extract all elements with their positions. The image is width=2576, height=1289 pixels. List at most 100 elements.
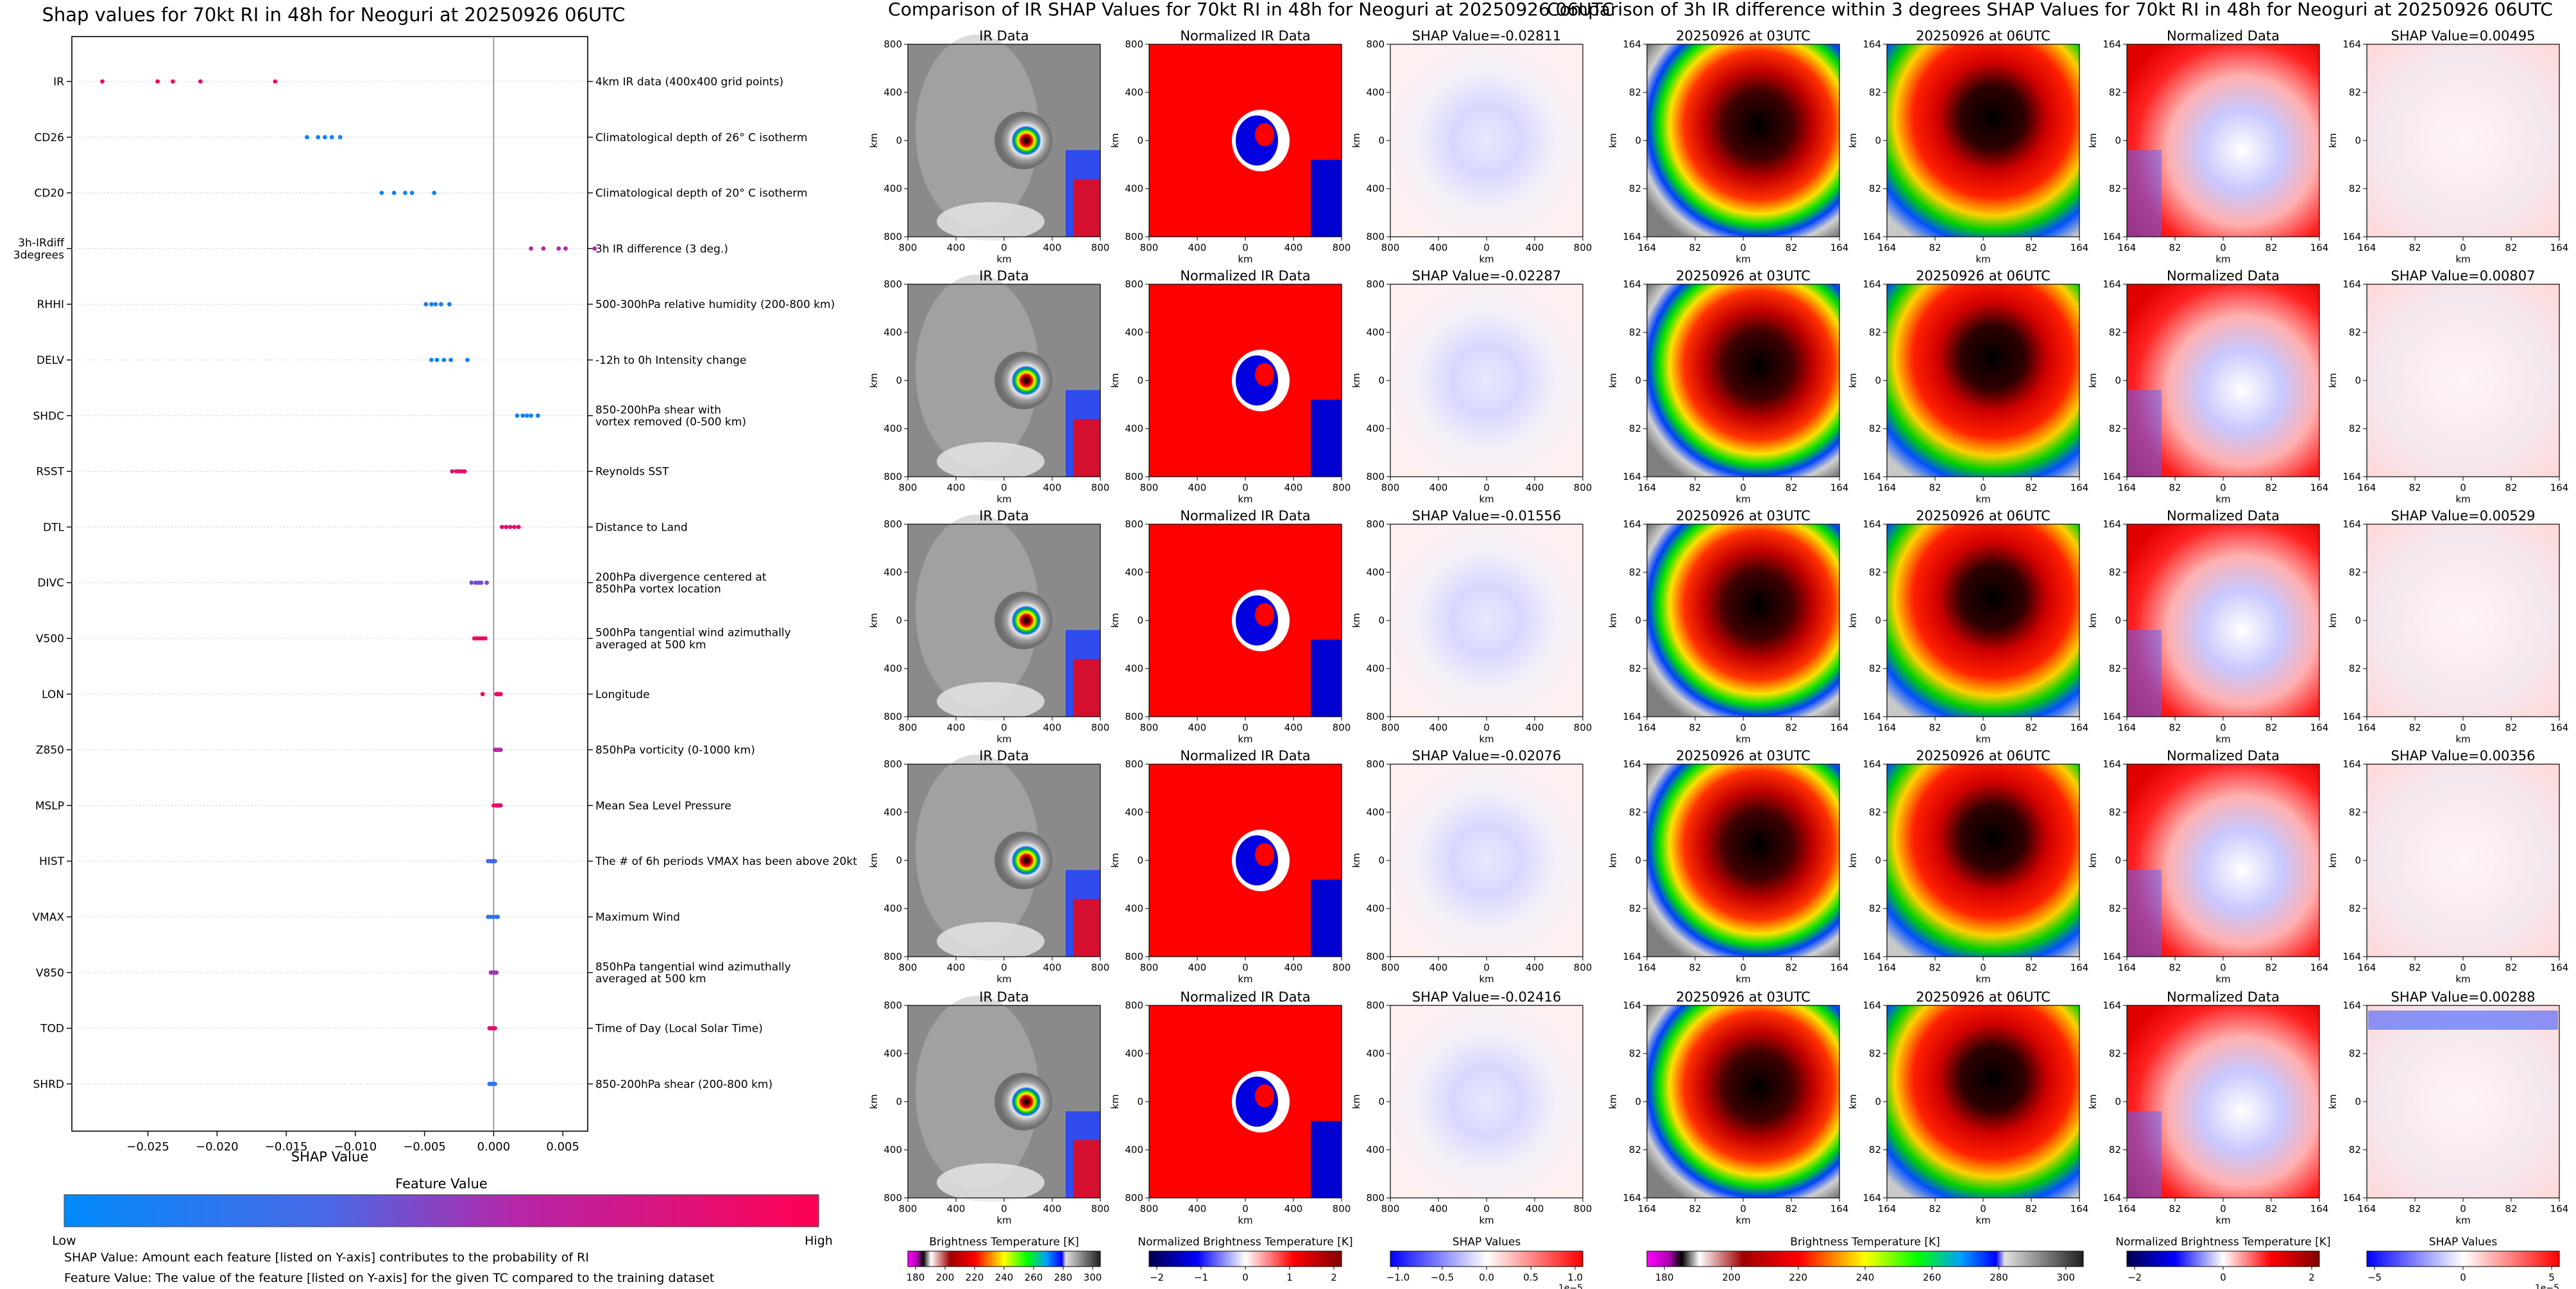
panel-x-tick-label: 164 <box>2070 1203 2089 1215</box>
panel-x-label: km <box>2215 493 2230 505</box>
shap-point <box>450 469 455 474</box>
panel-y-tick-label: 164 <box>1623 758 1641 770</box>
panel-y-tick-label: 164 <box>1863 278 1881 290</box>
panel-x-tick-label: 82 <box>2025 722 2037 733</box>
panel-y-tick-label: 164 <box>1863 758 1881 770</box>
colorbar-tick-label: 2 <box>2308 1272 2315 1283</box>
panel-x-tick-label: 164 <box>1878 482 1897 493</box>
panel-x-tick-label: 164 <box>2358 242 2376 253</box>
panel-x-tick-label: 82 <box>1929 722 1941 733</box>
panel-x-tick-label: 82 <box>2409 482 2421 493</box>
shap-point <box>529 246 534 251</box>
shap-point <box>155 79 160 84</box>
shap-point <box>504 525 509 529</box>
panel-x-tick-label: 164 <box>1830 962 1849 973</box>
panel-y-tick-label: 82 <box>2109 903 2121 914</box>
panel-x-tick-label: 82 <box>2409 242 2421 253</box>
feature-description: 850-200hPa shear with vortex removed (0-5… <box>595 404 746 429</box>
shap-point <box>483 636 488 641</box>
panel-x-tick-label: 0 <box>2220 482 2226 493</box>
panel-y-label: km <box>2327 853 2339 867</box>
panel-x-tick-label: 82 <box>1689 482 1701 493</box>
panel-y-tick-label: 164 <box>2342 278 2361 290</box>
panel-x-tick-label: 400 <box>1429 962 1448 973</box>
shap-point <box>100 79 105 84</box>
panel-y-tick-label: 164 <box>1623 1000 1641 1011</box>
panel-x-tick-label: 400 <box>1188 1203 1207 1215</box>
shap-point <box>563 246 568 251</box>
panel-y-tick-label: 164 <box>1863 471 1881 482</box>
feature-label: Z850 <box>36 744 64 757</box>
panel-title: Normalized IR Data <box>1180 989 1310 1005</box>
panel-y-tick-label: 164 <box>2342 38 2361 50</box>
panel-x-tick-label: 800 <box>1381 962 1400 973</box>
shap-point <box>403 191 407 195</box>
panel-y-tick-label: 400 <box>883 567 902 578</box>
panel-y-tick-label: 82 <box>1629 87 1641 98</box>
ir-06utc-image <box>1887 1005 2079 1198</box>
panel-x-label: km <box>996 493 1011 505</box>
colorbar-offset: 1e−5 <box>2535 1283 2559 1289</box>
panel-x-tick-label: 800 <box>899 722 917 733</box>
panel-y-tick-label: 164 <box>1863 518 1881 530</box>
cold-cloud-core <box>1073 1140 1100 1198</box>
x-tick-label: 0.005 <box>546 1140 579 1154</box>
panel-title: IR Data <box>979 748 1029 764</box>
panel-y-label: km <box>868 373 880 388</box>
panel-x-tick-label: 82 <box>2025 962 2037 973</box>
panel-x-tick-label: 82 <box>2409 962 2421 973</box>
panel-x-tick-label: 0 <box>1483 722 1490 733</box>
panel-y-tick-label: 400 <box>883 807 902 818</box>
cold-cloud-core <box>1073 659 1100 717</box>
panel-x-label: km <box>1479 253 1494 265</box>
panel-x-label: km <box>1736 253 1750 265</box>
panel-x-tick-label: 400 <box>1526 482 1544 493</box>
bottom-colorbar: SHAP Values −5 0 51e−5 <box>2366 1236 2560 1289</box>
x-tick-label: −0.005 <box>403 1140 446 1154</box>
panel-y-tick-label: 164 <box>2103 38 2121 50</box>
panel-x-tick-label: 0 <box>1001 1203 1007 1215</box>
panel-x-tick-label: 82 <box>1785 242 1797 253</box>
panel-x-tick-label: 800 <box>1091 482 1110 493</box>
panel-x-label: km <box>2455 253 2470 265</box>
feature-label: RSST <box>36 466 64 479</box>
feature-label: TOD <box>40 1023 64 1036</box>
panel-y-tick-label: 82 <box>1869 903 1881 914</box>
shap-point <box>316 135 321 140</box>
panel-x-tick-label: 800 <box>1140 242 1159 253</box>
panel-y-tick-label: 82 <box>1629 807 1641 818</box>
panel-y-tick-label: 400 <box>1125 807 1143 818</box>
panel-title: SHAP Value=0.00288 <box>2391 989 2536 1005</box>
panel-title: Normalized Data <box>2167 989 2280 1005</box>
panel-y-tick-label: 82 <box>2349 1144 2361 1156</box>
panel-y-tick-label: 0 <box>1378 855 1385 866</box>
panel-y-tick-label: 0 <box>2355 855 2361 866</box>
panel-x-tick-label: 0 <box>2460 722 2466 733</box>
bottom-colorbar: Normalized Brightness Temperature [K] −2 −… <box>1138 1236 1352 1283</box>
panel-x-tick-label: 82 <box>1689 1203 1701 1215</box>
panel-y-tick-label: 0 <box>2115 135 2121 146</box>
feature-label: CD26 <box>34 132 64 144</box>
feature-description: 850hPa vorticity (0-1000 km) <box>595 744 755 757</box>
panel-x-tick-label: 800 <box>1333 962 1351 973</box>
feature-description: 500hPa tangential wind azimuthally averag… <box>595 627 791 652</box>
shap-point <box>198 79 203 84</box>
panel-x-tick-label: 164 <box>1830 722 1849 733</box>
panel-y-tick-label: 164 <box>1863 231 1881 243</box>
cold-cloud-edge <box>1311 640 1342 717</box>
panel-x-tick-label: 164 <box>1878 1203 1897 1215</box>
panel-x-tick-label: 82 <box>1785 722 1797 733</box>
panel-x-tick-label: 400 <box>1526 962 1544 973</box>
panel-x-tick-label: 164 <box>1638 722 1657 733</box>
eye-center <box>1255 123 1274 146</box>
panel-x-tick-label: 164 <box>1638 962 1657 973</box>
ir-comparison-title: Comparison of IR SHAP Values for 70kt RI… <box>888 0 1614 20</box>
